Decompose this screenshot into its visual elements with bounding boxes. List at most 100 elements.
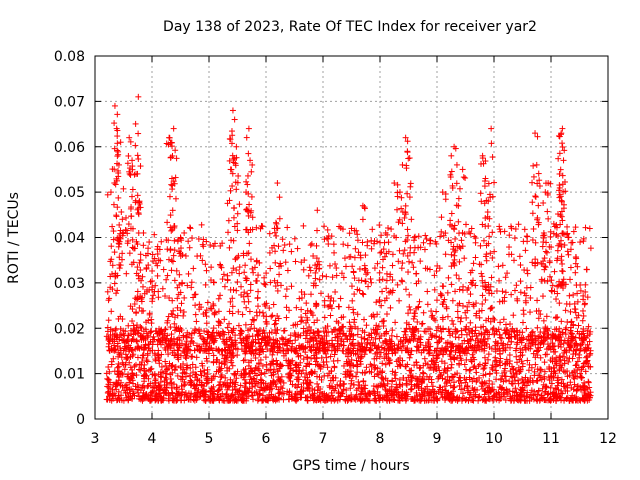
data-point (295, 381, 302, 388)
data-point (376, 335, 383, 342)
data-point (340, 362, 347, 369)
data-point (267, 379, 274, 386)
data-point (114, 364, 121, 371)
data-point (271, 345, 278, 352)
data-point (374, 370, 381, 377)
data-point (383, 351, 390, 358)
data-point (252, 355, 259, 362)
data-point (531, 368, 538, 375)
data-point (363, 364, 370, 371)
data-point (455, 334, 462, 341)
data-point (448, 361, 455, 368)
data-point (237, 382, 244, 389)
data-point (354, 331, 361, 338)
data-point (341, 380, 348, 387)
data-point (523, 392, 530, 399)
data-point (131, 363, 138, 370)
data-point (574, 383, 581, 390)
data-point (443, 380, 450, 387)
data-point (463, 366, 470, 373)
data-point (406, 378, 413, 385)
data-point (245, 359, 252, 366)
data-point (577, 370, 584, 377)
data-point (361, 335, 368, 342)
data-point (171, 352, 178, 359)
data-point (334, 381, 341, 388)
data-point (585, 378, 592, 385)
data-point (485, 351, 492, 358)
data-point (238, 327, 245, 334)
data-point (464, 383, 471, 390)
data-point (127, 353, 134, 360)
data-point (150, 333, 157, 340)
data-point (140, 389, 147, 396)
data-point (115, 360, 122, 367)
data-point (420, 370, 427, 377)
data-point (181, 369, 188, 376)
data-point (208, 376, 215, 383)
data-point (167, 380, 174, 387)
data-point (193, 354, 200, 361)
data-point (135, 389, 142, 396)
data-point (328, 389, 335, 396)
data-point (242, 356, 249, 363)
data-point (347, 385, 354, 392)
data-point (259, 362, 266, 369)
data-point (174, 372, 181, 379)
data-point (278, 362, 285, 369)
data-point (532, 354, 539, 361)
data-point (481, 354, 488, 361)
data-point (489, 326, 496, 333)
data-point (493, 370, 500, 377)
data-point (167, 375, 174, 382)
data-point (337, 383, 344, 390)
data-point (375, 371, 382, 378)
data-points (103, 93, 594, 404)
data-point (144, 358, 151, 365)
data-point (582, 368, 589, 375)
data-point (358, 334, 365, 341)
data-point (134, 386, 141, 393)
chart-title: Day 138 of 2023, Rate Of TEC Index for r… (163, 19, 537, 35)
data-point (143, 357, 150, 364)
data-point (559, 390, 566, 397)
data-point (576, 351, 583, 358)
data-point (466, 367, 473, 374)
data-point (218, 360, 225, 367)
data-point (162, 358, 169, 365)
data-point (486, 377, 493, 384)
data-point (354, 369, 361, 376)
data-point (391, 372, 398, 379)
data-point (138, 361, 145, 368)
data-point (389, 368, 396, 375)
data-point (189, 361, 196, 368)
data-point (188, 353, 195, 360)
data-point (130, 351, 137, 358)
data-point (178, 383, 185, 390)
data-point (257, 376, 264, 383)
data-point (183, 373, 190, 380)
data-point (242, 350, 249, 357)
data-point (480, 366, 487, 373)
data-point (490, 386, 497, 393)
data-point (198, 382, 205, 389)
data-point (297, 352, 304, 359)
data-point (559, 353, 566, 360)
data-point (565, 358, 572, 365)
data-point (108, 358, 115, 365)
data-point (337, 378, 344, 385)
data-point (261, 370, 268, 377)
data-point (509, 380, 516, 387)
data-point (366, 368, 373, 375)
data-point (132, 361, 139, 368)
data-point (542, 388, 549, 395)
data-point (574, 358, 581, 365)
data-point (201, 328, 208, 335)
data-point (233, 375, 240, 382)
data-point (576, 396, 583, 403)
data-point (506, 351, 513, 358)
data-point (549, 340, 556, 347)
data-point (586, 352, 593, 359)
data-point (406, 354, 413, 361)
